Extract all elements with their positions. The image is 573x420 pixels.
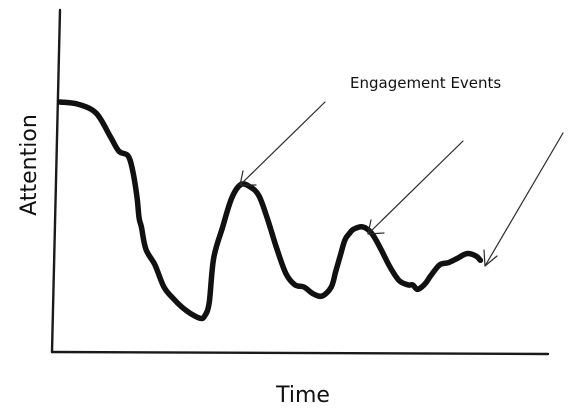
y-axis-title: Attention [17,114,42,216]
y-axis-line [50,8,62,354]
engagement-arrow-1-head [239,170,257,186]
engagement-arrow-2-shaft [367,140,464,235]
engagement-arrow-2 [367,140,464,235]
x-axis-title: Time [275,383,330,408]
attention-curve [57,99,484,322]
engagement-arrow-3 [483,132,564,267]
engagement-arrow-1-shaft [239,101,326,186]
annotation-label: Engagement Events [350,74,501,92]
engagement-arrow-3-shaft [484,132,564,267]
engagement-arrow-1 [239,101,326,186]
engagement-arrow-2-head [367,219,385,235]
x-axis-line [50,350,550,356]
engagement-arrow-3-head [483,249,498,267]
